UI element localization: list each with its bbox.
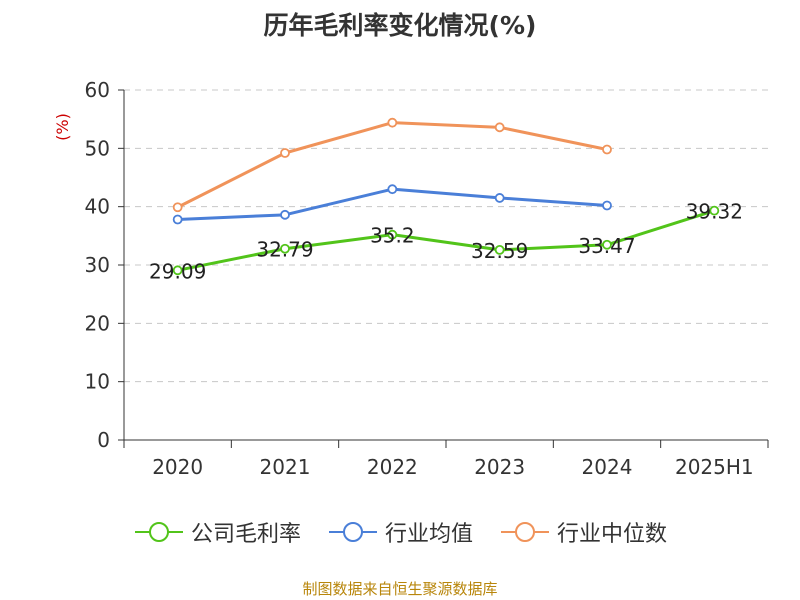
- x-tick-label-2024: 2024: [582, 455, 633, 479]
- y-tick-label-30: 30: [85, 253, 110, 277]
- data-point-1-4: [602, 200, 612, 211]
- data-label-0-1: 32.79: [256, 238, 313, 262]
- data-source-note: 制图数据来自恒生聚源数据库: [302, 580, 498, 598]
- data-label-0-5: 39.32: [686, 200, 743, 224]
- data-point-1-0: [172, 214, 183, 225]
- data-label-0-4: 33.47: [578, 234, 635, 258]
- legend-item-1[interactable]: 行业均值: [327, 516, 473, 548]
- legend-swatch-2: [501, 522, 549, 542]
- x-tick-label-2021: 2021: [260, 455, 311, 479]
- data-point-2-0: [172, 202, 183, 213]
- legend-item-2[interactable]: 行业中位数: [499, 516, 667, 548]
- data-point-1-1: [280, 209, 290, 220]
- data-point-0-2: [387, 229, 398, 240]
- chart-title: 历年毛利率变化情况(%): [263, 11, 537, 40]
- y-tick-label-60: 60: [85, 78, 110, 102]
- legend-label-2: 行业中位数: [557, 522, 668, 547]
- data-label-0-3: 32.59: [471, 239, 528, 263]
- data-point-0-4: [602, 239, 612, 250]
- legend-item-0[interactable]: 公司毛利率: [133, 516, 301, 548]
- y-axis-label: (%): [53, 113, 72, 141]
- legend-swatch-1: [328, 522, 377, 542]
- data-label-0-0: 29.09: [149, 259, 206, 283]
- legend-swatch-0: [134, 522, 183, 542]
- data-point-0-5: [709, 205, 720, 216]
- x-tick-label-2020: 2020: [152, 455, 203, 479]
- data-point-1-2: [387, 184, 398, 195]
- data-point-0-3: [494, 244, 505, 255]
- data-point-0-1: [280, 243, 290, 254]
- y-tick-label-10: 10: [85, 370, 110, 394]
- y-tick-label-20: 20: [85, 311, 110, 335]
- legend-label-0: 公司毛利率: [190, 522, 301, 547]
- data-point-2-4: [602, 144, 612, 155]
- x-tick-label-2023: 2023: [474, 455, 525, 479]
- series-line-2: [176, 121, 608, 209]
- y-tick-label-0: 0: [97, 428, 110, 452]
- data-point-2-1: [280, 148, 290, 158]
- data-point-2-2: [387, 117, 398, 128]
- data-label-0-2: 35.2: [370, 224, 415, 248]
- data-point-1-3: [494, 193, 505, 203]
- y-tick-label-50: 50: [85, 136, 110, 160]
- y-tick-label-40: 40: [85, 195, 110, 219]
- legend-label-1: 行业均值: [384, 522, 473, 547]
- data-point-0-0: [172, 265, 183, 276]
- x-tick-label-2022: 2022: [367, 455, 418, 479]
- x-tick-label-2025H1: 2025H1: [675, 455, 754, 479]
- chart-legend: 公司毛利率 行业均值 行业中位数: [0, 516, 800, 548]
- data-point-2-3: [494, 122, 505, 133]
- series-line-0: [177, 209, 715, 272]
